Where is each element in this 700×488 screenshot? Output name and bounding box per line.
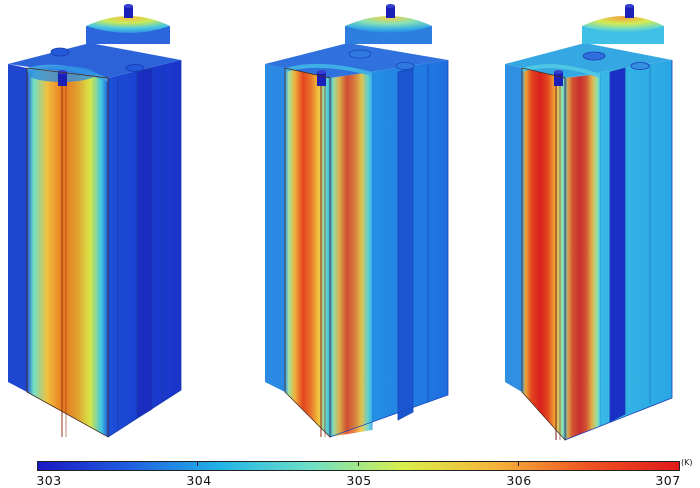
vent-hole	[50, 47, 70, 57]
terminal-cap	[285, 63, 372, 76]
colorbar-tick	[358, 461, 359, 466]
battery-cell-2	[265, 4, 449, 438]
vent-hole	[395, 62, 415, 70]
colorbar-tick-label: 305	[346, 473, 372, 488]
colorbar-tick-label: 307	[655, 473, 681, 488]
terminal-cap	[522, 64, 600, 78]
cell-front-face	[27, 68, 108, 437]
terminal-post	[58, 72, 67, 86]
battery-cell-3	[505, 4, 673, 442]
cell-top-face	[265, 43, 448, 78]
cell-front-face	[522, 68, 565, 440]
colorbar-tick-label: 303	[36, 473, 62, 488]
colorbar-unit: (K)	[681, 458, 693, 467]
cell-left-face	[505, 64, 522, 392]
colorbar-tick-label: 304	[186, 473, 212, 488]
colorbar-tick	[197, 461, 198, 466]
battery-cell-1	[8, 4, 182, 438]
vent-hole	[125, 64, 145, 72]
cooling-channel	[136, 67, 153, 419]
cell-left-face	[265, 64, 285, 392]
terminal-post	[317, 72, 326, 86]
colorbar-tick-label: 306	[506, 473, 532, 488]
terminal-block-top	[345, 16, 432, 33]
colorbar-tick	[518, 461, 519, 466]
cell-side-warm	[330, 72, 372, 437]
terminal-post	[625, 6, 634, 18]
vent-hole	[582, 51, 606, 61]
vent-hole	[348, 49, 372, 59]
cooling-channel	[397, 67, 414, 421]
terminal-post	[554, 72, 563, 86]
terminal-block-top	[86, 16, 170, 33]
cooling-channel	[609, 67, 626, 423]
vent-hole	[630, 62, 650, 70]
temperature-colorbar: 303 304 305 306 307	[36, 461, 681, 488]
cell-left-face	[8, 64, 27, 392]
cell-side-warm	[565, 74, 600, 440]
cell-top-face	[505, 43, 672, 78]
terminal-post	[386, 6, 395, 18]
terminal-block-top	[582, 16, 664, 33]
cell-front-face	[285, 68, 330, 437]
terminal-post	[124, 6, 133, 18]
